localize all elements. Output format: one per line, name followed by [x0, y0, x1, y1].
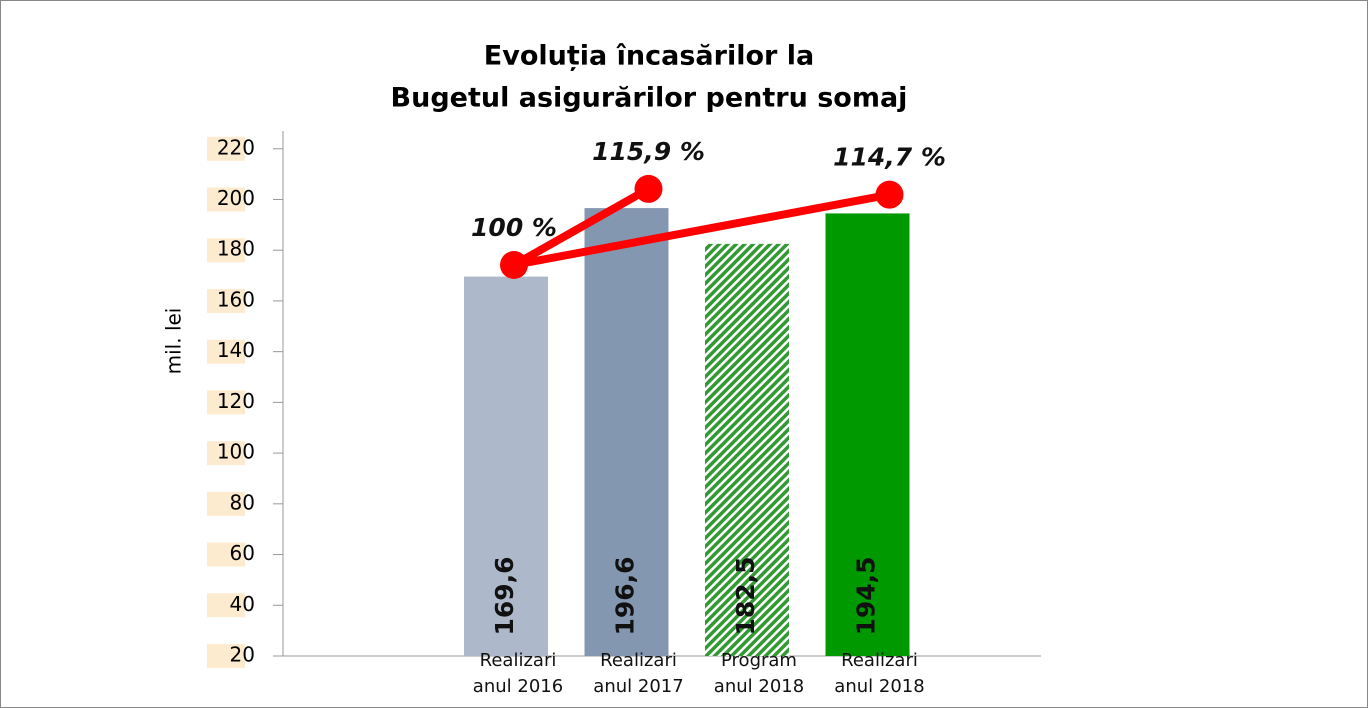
y-tick-label: 140: [217, 338, 255, 362]
tick-label-bg: [207, 187, 245, 212]
tick-label-bg: [207, 441, 245, 466]
line-point: [500, 251, 528, 280]
tick-label-bg: [207, 238, 245, 263]
x-tick-label: Realizari anul 2018: [834, 650, 925, 697]
point-label: 100 %: [471, 213, 557, 242]
y-tick-label: 40: [230, 592, 255, 616]
y-tick-label: 180: [217, 237, 255, 261]
y-tick-label: 220: [217, 135, 255, 159]
tick-label-bg: [207, 593, 245, 618]
tick-label-bg: [207, 390, 245, 415]
tick-label-bg: [207, 644, 245, 668]
bar: [825, 213, 910, 656]
bar-value-label: 194,5: [852, 556, 881, 635]
bar-value-label: 169,6: [490, 556, 519, 635]
tick-label-bg: [207, 542, 245, 567]
y-axis-label: mil. lei: [162, 308, 186, 375]
x-tick-label: Realizari anul 2017: [593, 650, 684, 697]
tick-label-bg: [207, 491, 245, 516]
point-label: 115,9 %: [592, 137, 705, 166]
y-tick-label: 20: [230, 643, 255, 667]
line-point: [875, 180, 904, 209]
chart-title: Bugetul asigurărilor pentru somaj: [391, 83, 908, 114]
tick-label-bg: [207, 288, 245, 313]
y-tick-label: 60: [230, 541, 255, 565]
x-tick-label: Program anul 2018: [713, 650, 805, 697]
bar-value-label: 196,6: [611, 556, 640, 635]
y-tick-label: 200: [217, 186, 255, 210]
y-tick-label: 80: [230, 490, 255, 514]
line-segment: [513, 190, 891, 269]
y-tick-label: 160: [217, 287, 255, 311]
tick-label-bg: [207, 339, 245, 364]
bar: [584, 208, 669, 657]
bar-value-label: 182,5: [731, 556, 760, 635]
bar: [464, 276, 548, 656]
y-tick-label: 120: [217, 389, 255, 413]
point-label: 114,7 %: [833, 143, 946, 172]
chart-title: Evoluția încasărilor la: [484, 41, 814, 72]
y-tick-label: 100: [217, 440, 255, 464]
tick-label-bg: [207, 136, 245, 161]
x-tick-label: Realizari anul 2016: [472, 650, 564, 697]
line-point: [634, 174, 663, 203]
bar: [705, 243, 789, 657]
line-segment: [512, 185, 651, 269]
